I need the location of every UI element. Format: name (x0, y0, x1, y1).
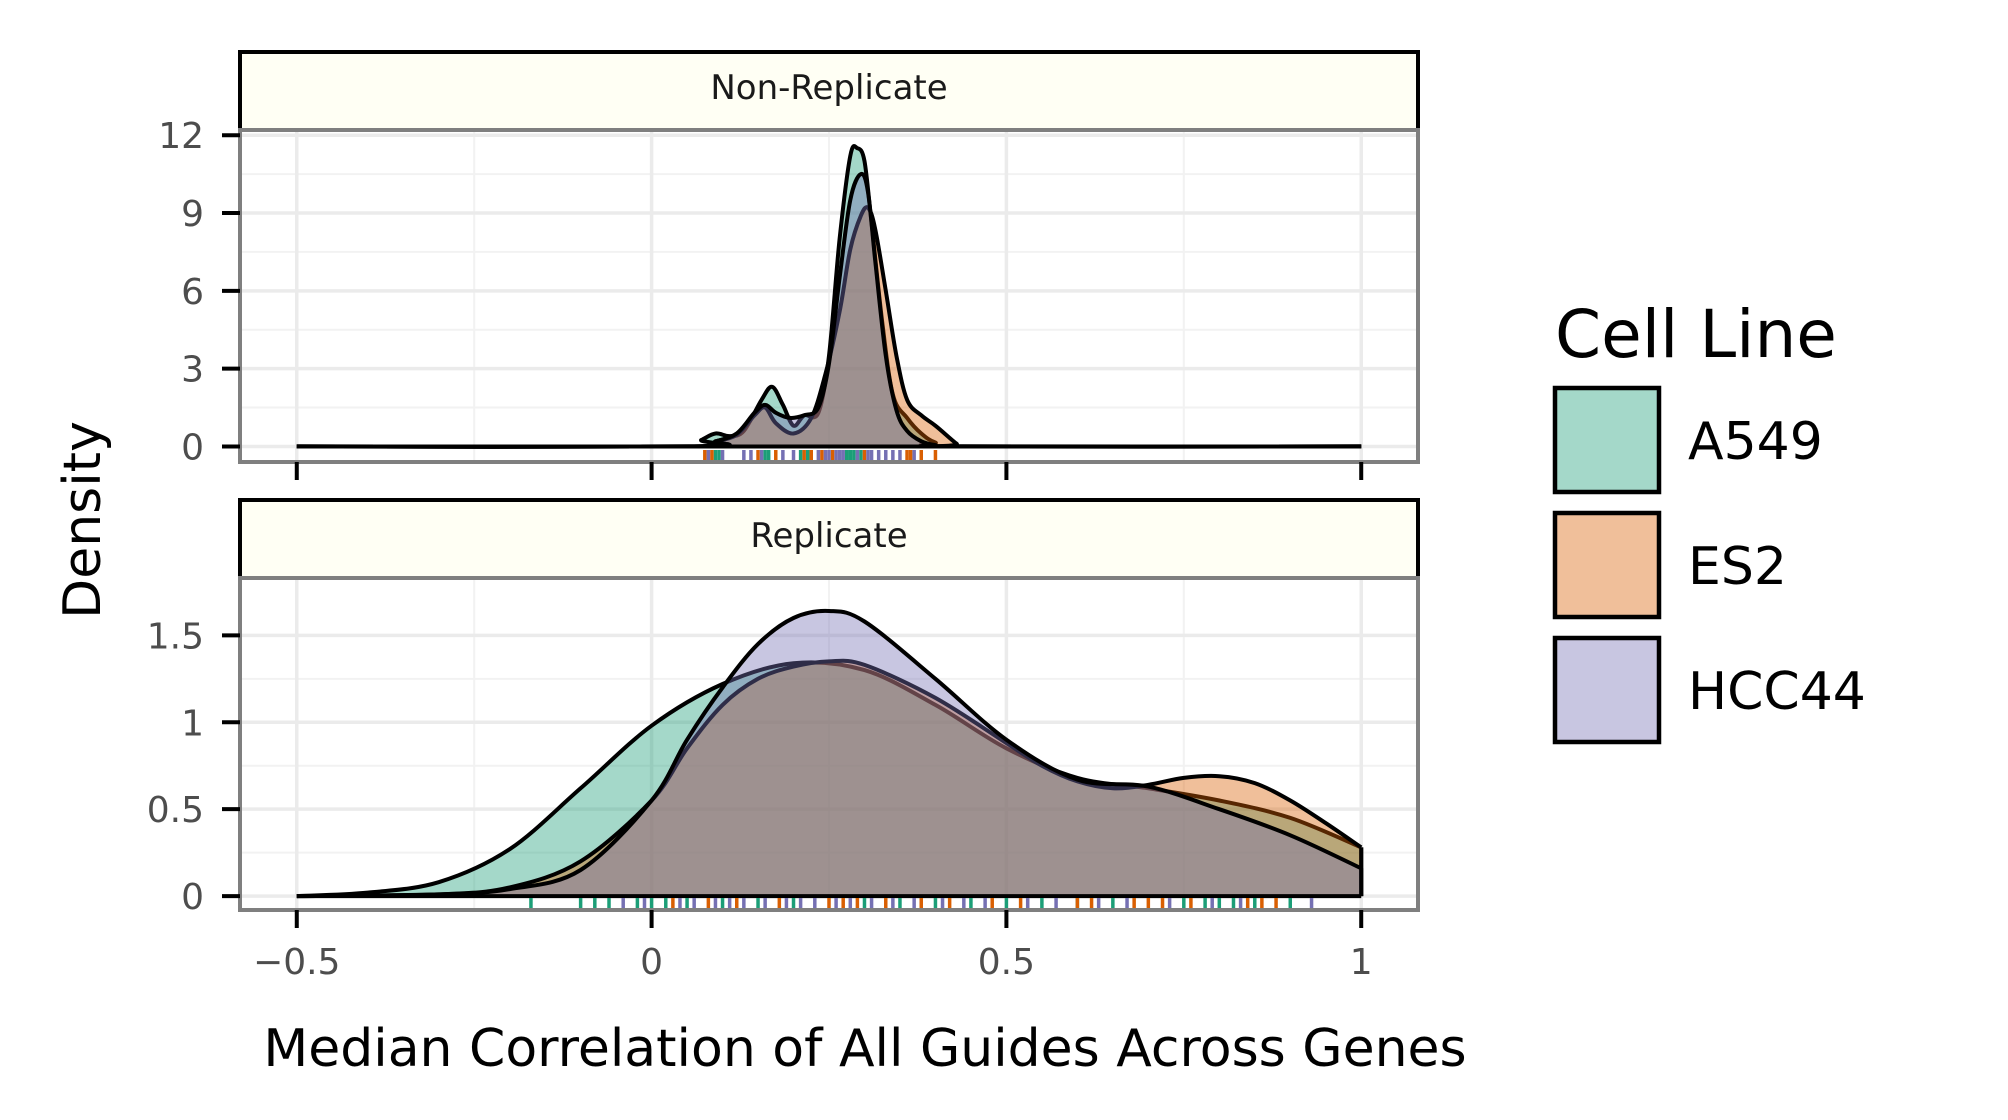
density-area-a549 (296, 146, 1362, 447)
density-line-a549 (296, 144, 1362, 449)
x-axis-bottom: −0.5 0 0.5 1 (253, 910, 1373, 983)
y-axis-title: Density (53, 421, 113, 619)
x-axis-title: Median Correlation of All Guides Across … (263, 1019, 1466, 1079)
legend-label-es2: ES2 (1688, 537, 1787, 597)
density-area-hcc44 (296, 610, 1362, 897)
density-line-hcc44 (296, 171, 1362, 449)
panel-replicate: Replicate 0 0.5 1 1.5 (147, 498, 1420, 918)
legend-swatch-es2 (1552, 510, 1662, 620)
legend-title: Cell Line (1555, 296, 1837, 373)
strip-label-non-replicate: Non-Replicate (710, 68, 947, 108)
x-tick-label: 1 (1350, 942, 1373, 983)
density-line-hcc44 (296, 608, 1363, 899)
y-tick-label-replicate: 0 (181, 877, 204, 918)
panel-border-replicate (238, 576, 1420, 912)
y-tick-label-replicate: 0.5 (147, 790, 204, 831)
strip-non-replicate (238, 50, 1420, 132)
legend-label-a549: A549 (1688, 412, 1823, 472)
density-line-es2 (296, 658, 1363, 899)
density-area-es2 (296, 207, 1362, 447)
x-tick-label: −0.5 (253, 942, 340, 983)
y-tick-label-replicate: 1.5 (147, 616, 204, 657)
y-tick-label-non-replicate: 3 (181, 350, 204, 391)
density-areas-non-replicate (296, 144, 1362, 449)
legend: Cell Line A549 ES2 HCC44 (1552, 296, 1866, 745)
x-axis-ticks-top (294, 462, 1364, 480)
density-area-a549 (296, 662, 1362, 897)
legend-swatch-a549 (1552, 385, 1662, 495)
panel-non-replicate: Non-Replicate 0 3 6 9 12 (158, 50, 1420, 468)
panel-border-non-replicate (238, 128, 1420, 464)
legend-label-hcc44: HCC44 (1688, 662, 1866, 722)
x-tick-label: 0 (640, 942, 663, 983)
y-axis-non-replicate: 0 3 6 9 12 (158, 116, 240, 468)
y-tick-label-non-replicate: 0 (181, 427, 204, 468)
density-areas-replicate (296, 608, 1364, 899)
density-area-hcc44 (296, 173, 1362, 447)
y-tick-label-non-replicate: 9 (181, 194, 204, 235)
y-tick-label-non-replicate: 12 (158, 116, 204, 157)
y-tick-label-non-replicate: 6 (181, 272, 204, 313)
legend-swatch-hcc44 (1552, 635, 1662, 745)
y-tick-label-replicate: 1 (181, 703, 204, 744)
density-area-es2 (296, 660, 1362, 897)
strip-label-replicate: Replicate (750, 516, 907, 556)
x-tick-label: 0.5 (978, 942, 1035, 983)
y-axis-replicate: 0 0.5 1 1.5 (147, 616, 240, 918)
